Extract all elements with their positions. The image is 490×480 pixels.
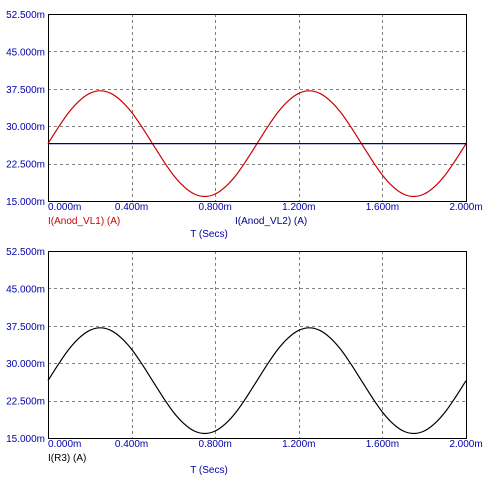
y-tick-label: 45.000m xyxy=(6,47,45,58)
series-line-0 xyxy=(47,327,467,435)
plot-frame xyxy=(48,14,467,202)
x-tick-label: 1.200m xyxy=(282,202,315,213)
x-axis-label: T (Secs) xyxy=(190,229,228,240)
x-tick-label: 0.000m xyxy=(48,439,81,450)
y-tick-label: 37.500m xyxy=(6,85,45,96)
x-tick-label: 2.000m xyxy=(449,202,482,213)
x-tick-label: 0.400m xyxy=(115,202,148,213)
legend-entry: I(Anod_VL2) (A) xyxy=(235,216,307,227)
legend-entry: I(Anod_VL1) (A) xyxy=(48,216,120,227)
legend-entry: I(R3) (A) xyxy=(48,453,86,464)
x-tick-label: 1.600m xyxy=(366,202,399,213)
y-tick-label: 15.000m xyxy=(6,197,45,208)
y-tick-label: 30.000m xyxy=(6,359,45,370)
x-axis-label: T (Secs) xyxy=(190,465,228,476)
x-tick-label: 0.400m xyxy=(115,439,148,450)
upper-plot: 15.000m 22.500m 30.000m 37.500m 45.000m 52.50… xyxy=(6,10,483,240)
x-tick-label: 2.000m xyxy=(449,439,482,450)
lower-plot: 15.000m 22.500m 30.000m 37.500m 45.000m 52.50… xyxy=(6,247,483,476)
y-tick-label: 52.500m xyxy=(6,10,45,21)
x-tick-label: 0.800m xyxy=(199,202,232,213)
y-tick-label: 30.000m xyxy=(6,122,45,133)
x-tick-label: 1.600m xyxy=(366,439,399,450)
x-tick-label: 0.800m xyxy=(199,439,232,450)
y-tick-label: 45.000m xyxy=(6,284,45,295)
y-tick-label: 22.500m xyxy=(6,397,45,408)
y-tick-label: 37.500m xyxy=(6,322,45,333)
y-tick-label: 52.500m xyxy=(6,247,45,258)
y-tick-label: 22.500m xyxy=(6,160,45,171)
x-tick-label: 1.200m xyxy=(282,439,315,450)
plot-frame xyxy=(48,251,467,439)
x-tick-label: 0.000m xyxy=(48,202,81,213)
y-tick-label: 15.000m xyxy=(6,434,45,445)
